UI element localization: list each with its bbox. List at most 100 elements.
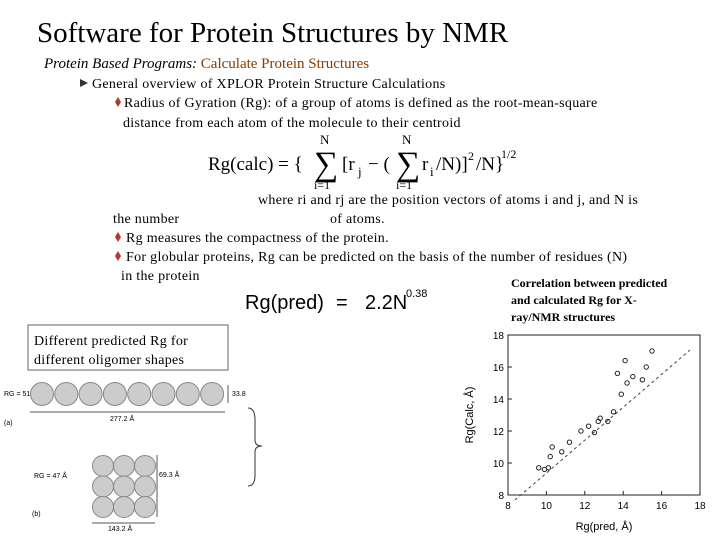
eq-text: /N} [476,154,504,175]
oligomer-label: 69.3 Å [159,470,180,479]
eq-text: j [357,164,362,179]
subtitle: Protein Based Programs: Calculate Protei… [43,56,369,72]
text: of atoms. [330,212,385,227]
subtitle-topic: Calculate Protein Structures [201,56,369,72]
plot-frame [507,334,701,496]
text: Radius of Gyration (Rg): of a group of a… [124,96,598,111]
x-tick-label: 14 [618,501,630,512]
oligomer-diagram: RG = 51 Å 33.8 277.2 Å (a) RG = 47 Å 69.… [4,382,263,533]
data-point [624,380,630,386]
eq-text: Rg(calc) = { [208,154,303,175]
eq-text: 2 [468,149,474,163]
data-point [610,409,617,415]
caption-line: ray/NMR structures [511,310,615,324]
eq-text: [r [342,154,355,175]
oligomer-label: 277.2 Å [110,414,134,423]
oligomer-label: RG = 51 Å [4,389,37,398]
data-point [547,453,553,460]
data-point [545,465,552,471]
subtitle-label: Protein Based Programs: [43,56,197,72]
diamond [115,251,121,261]
data-point [649,348,655,354]
data-point [566,439,573,445]
subunit [92,496,114,518]
y-tick-label: 12 [493,427,505,438]
data-point [643,364,649,370]
data-point [585,423,592,429]
eq-text: /N)] [436,154,468,175]
subunit [113,455,135,477]
eq-text: N [402,132,412,147]
text: where ri and rj are the position vectors… [258,193,638,208]
eq-text: r [422,154,429,175]
x-tick-label: 12 [579,501,591,512]
subunit [134,496,156,518]
subunit [54,382,79,406]
subunit [134,475,156,498]
x-tick-label: 16 [656,501,668,512]
subunit [175,382,200,406]
y-tick-label: 14 [493,395,505,406]
eq-text: i=1 [314,178,330,192]
y-tick-label: 10 [493,459,505,470]
oligomer-label: (a) [4,420,13,427]
subunit [200,382,225,406]
eq-text: i=1 [396,178,412,192]
eq-text: Rg(pred) [245,292,324,314]
scatter-figure: Rg(pred, Å) Rg(Calc, Å) 8 10 12 14 16 18 8 10 12… [463,331,706,533]
eq-text: 0.38 [406,288,427,300]
subunit [134,455,156,477]
eq-text: 1/2 [501,147,516,161]
text: For globular proteins, Rg can be predict… [126,250,627,265]
subunit [113,475,135,498]
data-point [614,370,621,377]
data-point [639,377,646,383]
eq-text: = [336,292,348,314]
subunit [102,382,127,406]
x-tick-label: 18 [694,501,706,512]
text: distance from each atom of the molecule … [123,116,461,131]
data-point [597,415,603,421]
note-line: different oligomer shapes [34,353,184,368]
caption: Correlation between predicted and calcul… [511,276,668,324]
data-point [618,391,624,397]
equation-calc: Rg(calc) = { ∑ N i=1 [r j − ( ∑ N i=1 r … [208,132,516,192]
subunit [30,382,54,406]
subunit [92,455,114,477]
bracket [247,407,263,487]
oligomer-label: RG = 47 Å [34,471,67,480]
title: Software for Protein Structures by NMR [37,17,509,49]
y-tick-label: 8 [498,491,504,502]
y-tick-label: 18 [493,331,505,342]
subunit [151,382,176,406]
y-tick-label: 16 [493,363,505,374]
diamond [115,97,121,107]
eq-text: ∑ [314,146,338,183]
equation-pred: Rg(pred) = 2.2N 0.38 [245,288,427,314]
caption-line: Correlation between predicted [511,276,668,290]
data-point [549,444,555,450]
text: the number [113,212,179,227]
bullet-arrow [80,79,88,87]
text: Rg measures the compactness of the prote… [126,231,389,246]
oligomer-label: 33.8 [232,391,246,398]
data-point [559,449,565,455]
eq-text: 2.2N [365,292,407,314]
fit-line [514,349,691,501]
y-axis-label: Rg(Calc, Å) [463,387,476,444]
bullet: General overview of XPLOR Protein Struct… [92,77,446,92]
eq-text: N [320,132,330,147]
subunit [78,382,103,406]
oligomer-label: (b) [32,511,41,518]
note-line: Different predicted Rg for [34,334,188,349]
x-tick-label: 8 [505,501,511,512]
diamond [115,232,121,242]
eq-text: − ( [368,154,390,175]
x-tick-label: 10 [541,501,553,512]
text: in the protein [121,269,200,284]
caption-line: and calculated Rg for X- [511,293,637,307]
data-point [591,429,598,436]
data-point [578,428,584,434]
subunit [113,496,135,518]
